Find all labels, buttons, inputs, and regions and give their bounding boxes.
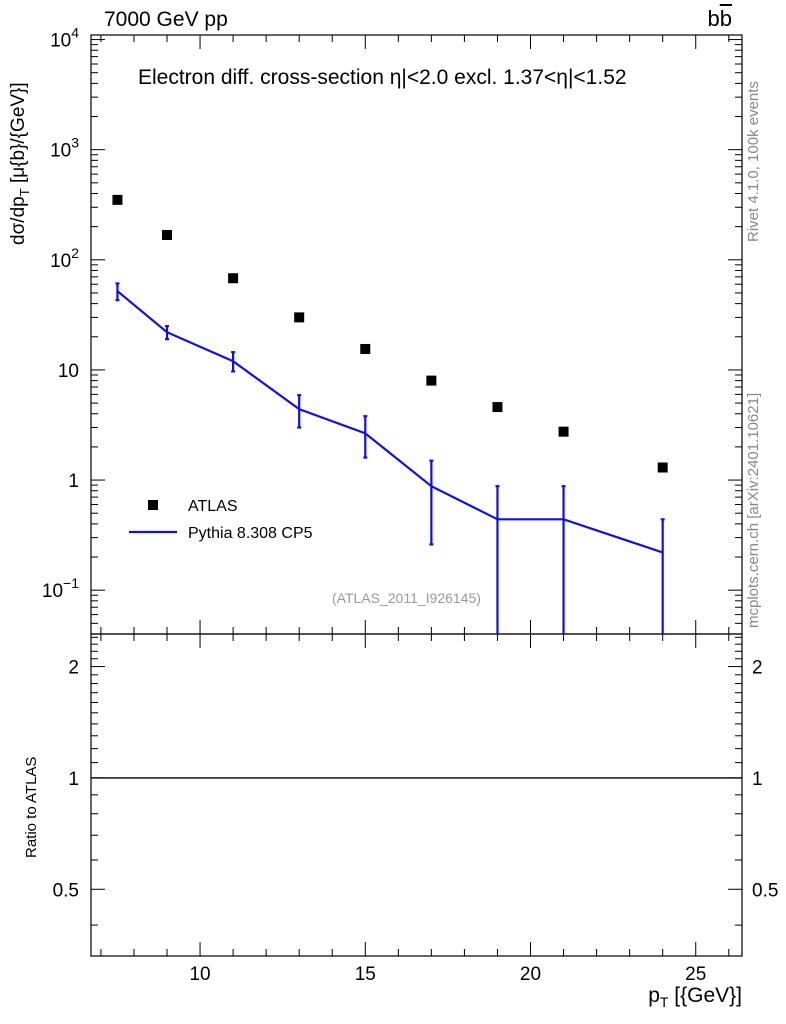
- final-state-bbar: b: [719, 6, 732, 31]
- x-tick-label: 10: [189, 964, 210, 985]
- panel-title: Electron diff. cross-section η|<2.0 excl…: [138, 66, 627, 89]
- main-panel-frame: [90, 34, 743, 635]
- ratio-y-axis-label: Ratio to ATLAS: [23, 756, 40, 858]
- y-tick-label: 103: [50, 135, 79, 162]
- ratio-y-tick-label-right: 2: [752, 658, 763, 679]
- y-axis-label: dσ/dpT [μ{b}/{GeV}]: [8, 82, 32, 245]
- atlas-data-point: [360, 343, 371, 354]
- legend-pythia-label: Pythia 8.308 CP5: [188, 525, 313, 542]
- atlas-data-point: [294, 312, 305, 323]
- plot-frames: [90, 34, 743, 957]
- axis-ticks: 10 15 20 25 10−1 1 10 102 103 104 0.5 0.5 1 1 2 2: [42, 25, 779, 985]
- atlas-data-point: [228, 273, 239, 284]
- ratio-y-tick-label-right: 0.5: [752, 880, 778, 901]
- ratio-y-tick-label-right: 1: [752, 769, 763, 790]
- x-tick-label: 25: [685, 964, 706, 985]
- y-tick-label: 104: [50, 25, 79, 52]
- ratio-y-tick-label: 0.5: [53, 880, 79, 901]
- analysis-id-label: (ATLAS_2011_I926145): [332, 590, 481, 606]
- y-tick-label: 102: [50, 245, 79, 272]
- legend: ATLAS Pythia 8.308 CP5: [129, 498, 313, 542]
- ratio-y-tick-label: 1: [68, 769, 79, 790]
- y-tick-label: 10: [58, 361, 79, 382]
- atlas-data-point: [112, 194, 123, 205]
- rivet-version-label: Rivet 4.1.0, 100k events: [745, 81, 762, 242]
- ratio-y-tick-label: 2: [68, 658, 79, 679]
- legend-atlas-label: ATLAS: [188, 498, 238, 515]
- legend-atlas-marker: [148, 500, 158, 510]
- x-tick-label: 20: [520, 964, 541, 985]
- atlas-data-point: [492, 402, 503, 413]
- final-state-b: b: [707, 6, 720, 31]
- mcplots-label: mcplots.cern.ch [arXiv:2401.10621]: [745, 392, 762, 628]
- final-state-label: bb: [708, 6, 733, 32]
- atlas-data-point: [426, 375, 437, 386]
- x-axis-label: pT [{GeV}]: [648, 984, 742, 1011]
- atlas-data-point: [657, 462, 668, 473]
- atlas-data-point: [162, 229, 173, 240]
- y-tick-label: 1: [68, 471, 79, 492]
- process-label: 7000 GeV pp: [104, 8, 228, 31]
- ratio-panel-frame: [90, 633, 743, 957]
- atlas-data-point: [558, 426, 569, 437]
- y-tick-label: 10−1: [42, 575, 79, 602]
- x-tick-label: 15: [355, 964, 376, 985]
- series-layer: [91, 194, 742, 779]
